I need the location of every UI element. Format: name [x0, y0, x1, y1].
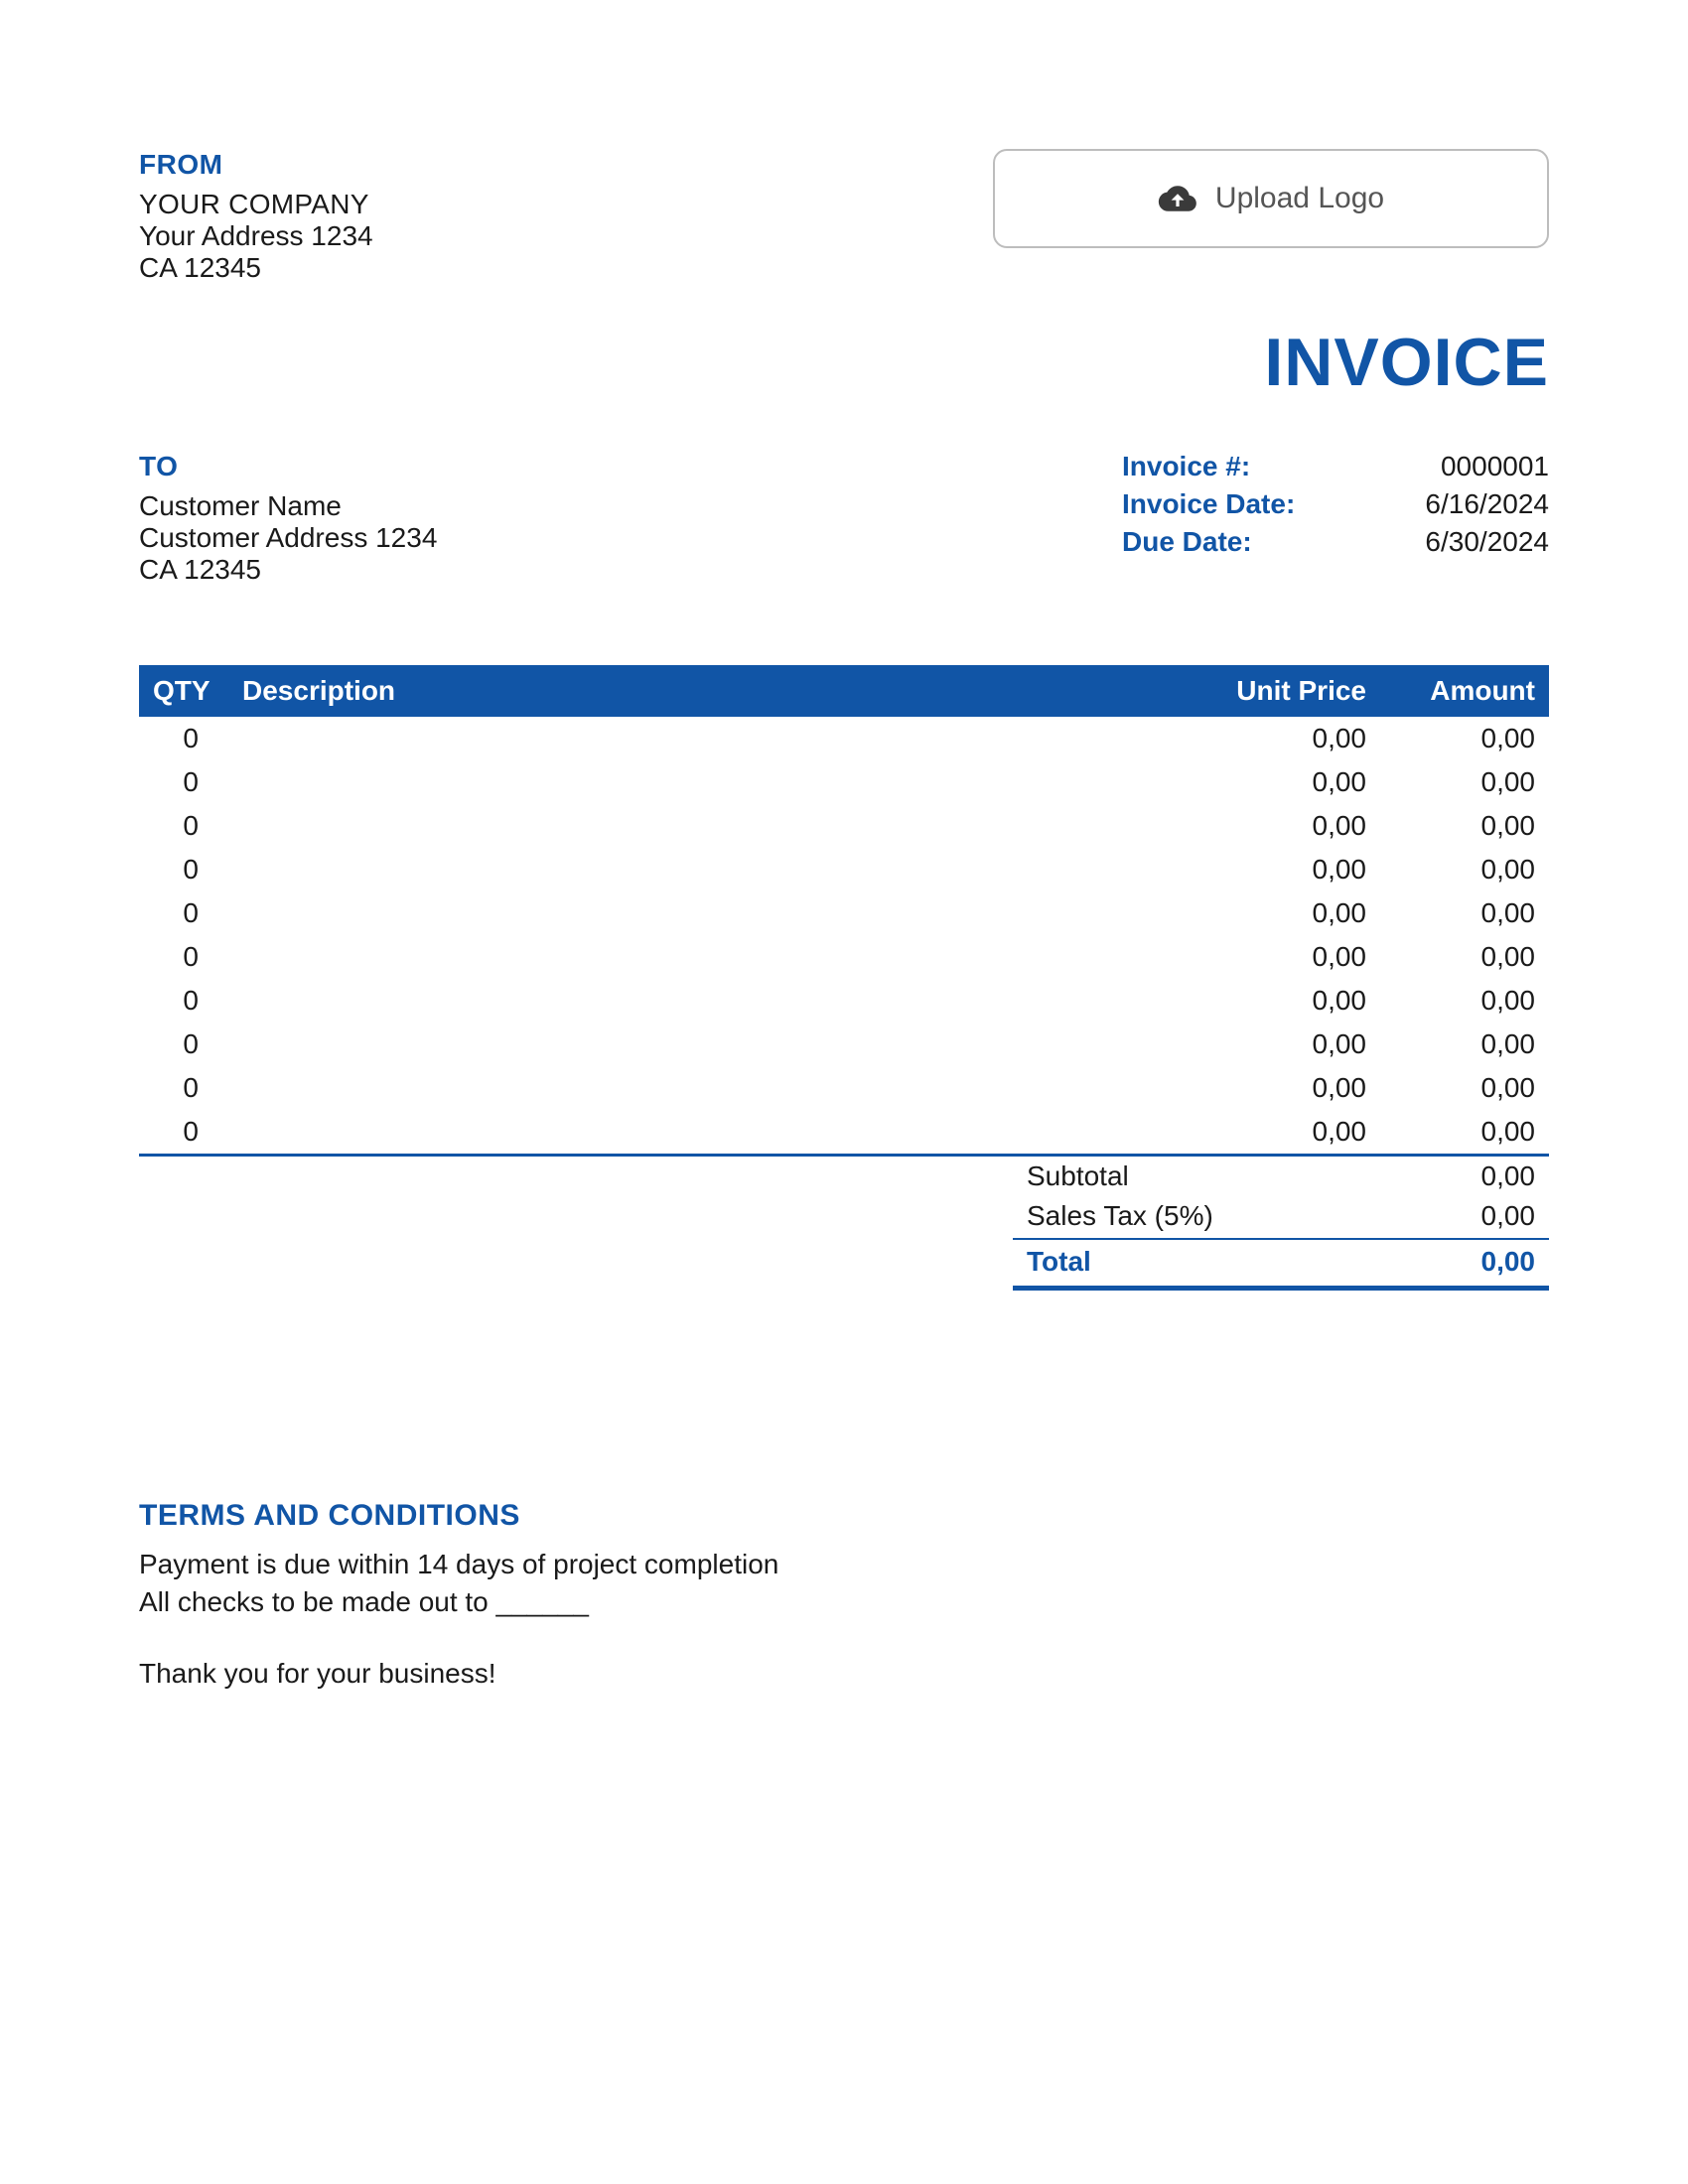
due-date-label: Due Date: — [1122, 526, 1252, 558]
subtotal-row: Subtotal 0,00 — [1013, 1157, 1549, 1196]
cell-description — [228, 1110, 1182, 1156]
cell-unit-price: 0,00 — [1182, 1110, 1380, 1156]
cell-unit-price: 0,00 — [1182, 848, 1380, 891]
cell-qty: 0 — [139, 891, 228, 935]
to-address: Customer Address 1234 — [139, 522, 1122, 554]
cell-amount: 0,00 — [1380, 935, 1549, 979]
table-row: 0 0,000,00 — [139, 979, 1549, 1023]
cell-description — [228, 848, 1182, 891]
terms-block: TERMS AND CONDITIONS Payment is due with… — [139, 1499, 1549, 1690]
cell-qty: 0 — [139, 717, 228, 760]
table-row: 0 0,000,00 — [139, 891, 1549, 935]
invoice-date-label: Invoice Date: — [1122, 488, 1295, 520]
meta-row-invoice-date: Invoice Date: 6/16/2024 — [1122, 488, 1549, 520]
cell-qty: 0 — [139, 935, 228, 979]
cell-amount: 0,00 — [1380, 891, 1549, 935]
table-row: 0 0,000,00 — [139, 1066, 1549, 1110]
col-amount: Amount — [1380, 665, 1549, 717]
from-company: YOUR COMPANY — [139, 189, 993, 220]
total-value: 0,00 — [1481, 1246, 1536, 1278]
cell-amount: 0,00 — [1380, 804, 1549, 848]
cell-description — [228, 760, 1182, 804]
table-row: 0 0,000,00 — [139, 804, 1549, 848]
tax-row: Sales Tax (5%) 0,00 — [1013, 1196, 1549, 1240]
meta-row-due-date: Due Date: 6/30/2024 — [1122, 526, 1549, 558]
table-row: 0 0,000,00 — [139, 1110, 1549, 1156]
table-row: 0 0,000,00 — [139, 935, 1549, 979]
total-row: Total 0,00 — [1013, 1240, 1549, 1291]
invoice-title: INVOICE — [139, 324, 1549, 401]
totals-block: Subtotal 0,00 Sales Tax (5%) 0,00 Total … — [139, 1157, 1549, 1291]
cell-qty: 0 — [139, 1110, 228, 1156]
to-label: TO — [139, 451, 1122, 482]
table-header-row: QTY Description Unit Price Amount — [139, 665, 1549, 717]
tax-label: Sales Tax (5%) — [1013, 1200, 1213, 1232]
table-row: 0 0,000,00 — [139, 717, 1549, 760]
terms-line-1: Payment is due within 14 days of project… — [139, 1549, 1549, 1580]
cell-unit-price: 0,00 — [1182, 1023, 1380, 1066]
cell-unit-price: 0,00 — [1182, 760, 1380, 804]
cell-description — [228, 717, 1182, 760]
from-address: Your Address 1234 — [139, 220, 993, 252]
mid-row: TO Customer Name Customer Address 1234 C… — [139, 451, 1549, 586]
col-unit-price: Unit Price — [1182, 665, 1380, 717]
table-row: 0 0,000,00 — [139, 848, 1549, 891]
subtotal-value: 0,00 — [1481, 1160, 1536, 1192]
cell-description — [228, 935, 1182, 979]
terms-line-2: All checks to be made out to ______ — [139, 1586, 1549, 1618]
cell-qty: 0 — [139, 979, 228, 1023]
invoice-meta: Invoice #: 0000001 Invoice Date: 6/16/20… — [1122, 451, 1549, 564]
cell-qty: 0 — [139, 804, 228, 848]
meta-row-invoice-no: Invoice #: 0000001 — [1122, 451, 1549, 482]
col-description: Description — [228, 665, 1182, 717]
cell-amount: 0,00 — [1380, 760, 1549, 804]
thanks-line: Thank you for your business! — [139, 1658, 1549, 1690]
cloud-upload-icon — [1158, 183, 1197, 214]
upload-logo-button[interactable]: Upload Logo — [993, 149, 1549, 248]
from-block: FROM YOUR COMPANY Your Address 1234 CA 1… — [139, 149, 993, 284]
cell-unit-price: 0,00 — [1182, 804, 1380, 848]
cell-unit-price: 0,00 — [1182, 979, 1380, 1023]
cell-unit-price: 0,00 — [1182, 1066, 1380, 1110]
cell-qty: 0 — [139, 760, 228, 804]
cell-qty: 0 — [139, 1023, 228, 1066]
table-row: 0 0,000,00 — [139, 1023, 1549, 1066]
cell-qty: 0 — [139, 1066, 228, 1110]
cell-amount: 0,00 — [1380, 1066, 1549, 1110]
table-row: 0 0,000,00 — [139, 760, 1549, 804]
subtotal-label: Subtotal — [1013, 1160, 1129, 1192]
upload-logo-label: Upload Logo — [1215, 182, 1384, 215]
cell-amount: 0,00 — [1380, 1023, 1549, 1066]
cell-description — [228, 979, 1182, 1023]
cell-amount: 0,00 — [1380, 848, 1549, 891]
to-block: TO Customer Name Customer Address 1234 C… — [139, 451, 1122, 586]
cell-description — [228, 891, 1182, 935]
cell-qty: 0 — [139, 848, 228, 891]
cell-amount: 0,00 — [1380, 979, 1549, 1023]
header-row: FROM YOUR COMPANY Your Address 1234 CA 1… — [139, 149, 1549, 284]
to-region: CA 12345 — [139, 554, 1122, 586]
cell-description — [228, 1023, 1182, 1066]
total-label: Total — [1013, 1246, 1091, 1278]
to-name: Customer Name — [139, 490, 1122, 522]
from-region: CA 12345 — [139, 252, 993, 284]
terms-label: TERMS AND CONDITIONS — [139, 1499, 1549, 1533]
cell-amount: 0,00 — [1380, 1110, 1549, 1156]
invoice-no-label: Invoice #: — [1122, 451, 1250, 482]
cell-unit-price: 0,00 — [1182, 935, 1380, 979]
col-qty: QTY — [139, 665, 228, 717]
invoice-date-value: 6/16/2024 — [1425, 488, 1549, 520]
cell-description — [228, 1066, 1182, 1110]
cell-amount: 0,00 — [1380, 717, 1549, 760]
cell-unit-price: 0,00 — [1182, 717, 1380, 760]
from-label: FROM — [139, 149, 993, 181]
tax-value: 0,00 — [1481, 1200, 1536, 1232]
line-items-table: QTY Description Unit Price Amount 00,000… — [139, 665, 1549, 1157]
cell-description — [228, 804, 1182, 848]
cell-unit-price: 0,00 — [1182, 891, 1380, 935]
due-date-value: 6/30/2024 — [1425, 526, 1549, 558]
invoice-no-value: 0000001 — [1441, 451, 1549, 482]
